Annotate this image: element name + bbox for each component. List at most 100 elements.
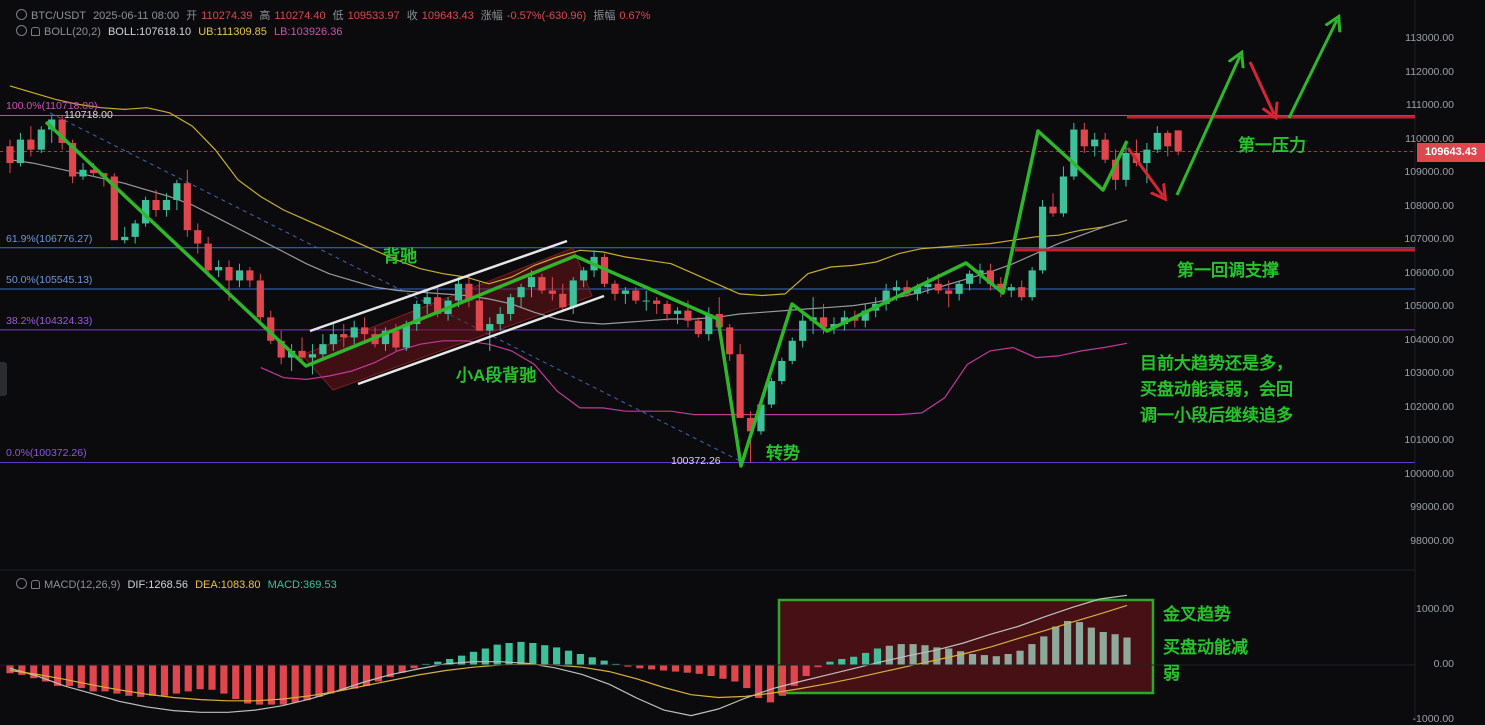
candle-body [1007,287,1015,291]
macd-hist-bar [695,665,703,674]
candle-body [1038,206,1047,271]
macd-hist-bar [529,643,537,665]
candle-body [819,317,828,328]
macd-hist-bar [410,665,418,669]
fib-label-61-9: 61.9%(106776.27) [6,233,93,245]
candle-body [611,283,619,294]
candle-body [256,280,264,318]
macd-hist-group [6,621,1131,705]
macd-value: MACD:369.53 [267,579,337,591]
settings-circle-icon[interactable] [16,9,27,20]
candle-body [924,283,932,288]
macd-hist-bar [992,656,1000,665]
macd-toggle-icon[interactable] [16,578,27,589]
candle-body [413,303,421,325]
candle-body [1111,159,1120,180]
macd-hist-bar [1075,622,1084,665]
candle-body [986,270,995,284]
candle-body [527,277,536,288]
candle-body [162,199,171,211]
price-tick-label: 109000.00 [1404,166,1454,179]
macd-hist-bar [315,665,323,697]
candle-body [277,340,285,358]
candle-body [559,293,567,308]
candle-body [423,297,431,304]
candle-body [1153,132,1161,150]
macd-hist-bar [232,665,240,700]
macd-hist-bar [885,645,893,665]
candle-body [235,270,244,281]
price-tick-label: 104000.00 [1404,333,1454,346]
macd-hist-bar [77,665,85,689]
price-tick-label: 106000.00 [1404,266,1454,279]
macd-hist-bar [897,644,905,665]
candle-body [621,290,629,294]
macd-hist-bar [1123,637,1131,665]
macd-hist-bar [196,665,204,690]
candle-body [1028,270,1036,298]
macd-hist-bar [244,665,252,704]
candle-body [361,327,369,335]
macd-hist-bar [386,665,394,678]
candle-body [329,334,337,345]
macd-tick-label: 1000.00 [1416,603,1454,615]
macd-hist-bar [505,643,513,665]
side-panel-toggle[interactable] [0,362,7,396]
channel-shape [301,247,593,391]
macd-hist-bar [172,665,180,694]
annotation-outlook-line1: 目前大趋势还是多， [1140,354,1293,373]
low-value: 109533.97 [347,10,400,22]
ohlc-header: BTC/USDT 2025-06-11 08:00 开 110274.39 高 11… [16,7,655,23]
candle-body [48,119,56,130]
candle-body [934,283,942,291]
low-marker-label: 100372.26 [671,455,721,467]
candle-body [1164,132,1172,147]
candle-body [465,283,473,301]
macd-hist-bar [778,665,786,696]
price-tick-label: 108000.00 [1404,199,1454,212]
annotation-turn: 转势 [766,444,800,463]
candle-body [308,354,317,358]
candle-body [642,300,650,302]
macd-hist-bar [398,665,406,673]
macd-hist-bar [648,665,656,670]
candle-body [507,297,515,314]
candle-body [673,310,682,314]
annotation-first-pressure: 第一压力 [1238,136,1306,155]
candle-body [204,243,212,271]
candle-body [1101,139,1109,160]
macd-dif-value: DIF:1268.56 [127,579,189,591]
candle-body [246,270,254,281]
macd-hist-bar [374,665,382,682]
candle-body [1143,149,1151,164]
candle-body [778,360,786,382]
current-price-tag: 109643.43 [1417,143,1485,162]
macd-hist-bar [921,645,929,665]
macd-hist-bar [6,665,14,674]
macd-dif-line [9,594,1128,717]
candle-body [569,280,577,308]
macd-hist-bar [1004,654,1012,665]
candle-body [663,303,671,314]
macd-hist-bar [148,665,157,696]
macd-bell-icon[interactable] [31,580,40,589]
macd-hist-bar [683,665,691,673]
candle-body [402,324,410,348]
macd-dea-line [9,604,1128,702]
annotation-momentum-line1: 买盘动能减 [1163,638,1248,657]
candle-body [27,139,35,150]
candle-body [392,330,400,348]
datetime-label: 2025-06-11 08:00 [93,10,180,22]
candle-body [110,176,118,241]
macd-hist-bar [434,661,442,665]
indicator-toggle-icon[interactable] [16,25,27,36]
macd-hist-bar [291,665,299,703]
alert-bell-icon[interactable] [31,27,40,36]
candle-body [1122,153,1130,180]
candle-body [538,277,546,291]
price-tick-label: 110000.00 [1405,132,1454,145]
trend-zigzag [44,120,1129,468]
fib-label-38-2: 38.2%(104324.33) [6,315,93,327]
candle-body [746,417,755,432]
macd-hist-bar [42,665,50,682]
